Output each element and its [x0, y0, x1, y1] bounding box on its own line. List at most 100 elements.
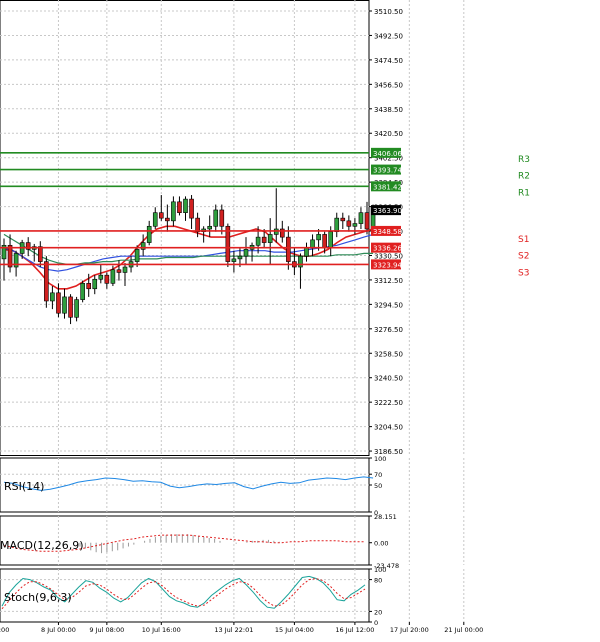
candle-up: [92, 278, 98, 290]
candle-down: [189, 198, 194, 219]
candle-down: [165, 217, 170, 222]
candle-up: [328, 231, 334, 249]
level-value-label: 3406.06: [373, 150, 402, 158]
y-tick-label: 3474.50: [374, 57, 403, 65]
candle-up: [310, 239, 315, 249]
candle-down: [177, 201, 182, 213]
candle-up: [62, 296, 67, 314]
x-tick-label: 15 Jul 04:00: [275, 626, 314, 634]
y-tick-label: 3294.50: [374, 301, 403, 309]
last-price-label: 3363.90: [373, 207, 402, 215]
level-value-box: [371, 147, 401, 158]
candle-down: [37, 246, 43, 262]
x-tick-label: 9 Jul 08:00: [89, 626, 124, 634]
x-tick-label: 16 Jul 12:00: [335, 626, 374, 634]
candle-down: [7, 244, 13, 268]
macd-y-tick-label: -23.478: [374, 562, 399, 570]
candle-down: [364, 212, 370, 230]
candle-up: [316, 234, 321, 241]
candle-down: [195, 217, 200, 233]
y-tick-label: 3186.50: [374, 448, 403, 456]
candle-up: [207, 225, 212, 230]
macd-panel-frame: [0, 515, 370, 566]
last-price-box: [371, 205, 401, 216]
x-tick-label: 7 Jul 16:00: [0, 626, 9, 634]
level-value-label: 3393.74: [373, 167, 402, 175]
candle-up: [140, 242, 146, 250]
rsi-y-tick-label: 100: [374, 455, 386, 463]
level-value-label: 3323.94: [373, 261, 402, 269]
macd-y-tick-label: 0.00: [374, 540, 388, 548]
level-name-s1: S1: [518, 235, 529, 245]
candle-up: [1, 244, 7, 260]
candle-up: [243, 249, 249, 257]
x-tick-label: 17 Jul 20:00: [390, 626, 429, 634]
y-tick-label: 3438.50: [374, 106, 403, 114]
level-name-r2: R2: [518, 172, 530, 182]
level-value-box: [371, 181, 401, 192]
level-value-label: 3348.58: [373, 228, 402, 236]
candle-up: [334, 217, 340, 233]
y-tick-label: 3420.50: [374, 130, 403, 138]
x-tick-label: 8 Jul 00:00: [41, 626, 76, 634]
stoch-k-line: [1, 575, 366, 609]
candle-up: [80, 283, 85, 300]
stoch-y-tick-label: 80: [374, 577, 382, 585]
level-name-s3: S3: [518, 268, 529, 278]
candle-up: [134, 249, 140, 262]
candle-up: [13, 253, 19, 268]
level-value-box: [371, 225, 401, 236]
level-value-label: 3336.26: [373, 245, 402, 253]
main-panel-frame: [0, 0, 370, 456]
y-tick-label: 3276.50: [374, 326, 403, 334]
candle-up: [298, 255, 303, 268]
candle-down: [159, 212, 164, 219]
candle-down: [116, 269, 122, 273]
ma-line-ma-mid: [3, 233, 374, 272]
stoch-y-tick-label: 0: [374, 619, 378, 627]
candle-up: [267, 234, 273, 243]
y-tick-label: 3492.50: [374, 32, 403, 40]
y-tick-label: 3204.50: [374, 424, 403, 432]
candle-up: [358, 212, 364, 224]
macd-y-tick-label: 28.151: [374, 513, 397, 521]
candle-down: [340, 217, 346, 222]
candle-down: [261, 236, 267, 243]
candle-down: [104, 274, 110, 284]
rsi-line: [3, 476, 374, 491]
stoch-label: Stoch(9,6,3): [4, 591, 72, 604]
candle-up: [98, 274, 104, 280]
candle-up: [237, 255, 243, 260]
level-value-label: 3381.42: [373, 183, 402, 191]
candle-down: [286, 236, 291, 262]
rsi-label: RSI(14): [4, 480, 44, 493]
stoch-y-tick-label: 100: [374, 566, 386, 574]
candle-down: [86, 283, 91, 290]
stoch-panel-frame: [0, 568, 370, 623]
candle-up: [304, 247, 309, 257]
stoch-y-tick-label: 20: [374, 608, 382, 616]
level-value-box: [371, 259, 401, 270]
y-tick-label: 3330.50: [374, 252, 403, 260]
y-tick-label: 3222.50: [374, 399, 403, 407]
level-name-r3: R3: [518, 155, 530, 165]
candle-up: [352, 223, 358, 227]
candle-up: [50, 292, 55, 302]
candle-up: [171, 201, 176, 222]
y-tick-label: 3312.50: [374, 277, 403, 285]
candle-down: [279, 228, 285, 238]
y-tick-label: 3456.50: [374, 81, 403, 89]
y-tick-label: 3402.50: [374, 155, 403, 163]
candle-down: [346, 220, 352, 227]
rsi-y-tick-label: 0: [374, 509, 378, 517]
candle-down: [25, 242, 31, 250]
x-tick-label: 21 Jul 00:00: [444, 626, 483, 634]
candle-down: [44, 261, 49, 302]
rsi-y-tick-label: 50: [374, 482, 382, 490]
y-tick-label: 3240.50: [374, 375, 403, 383]
y-tick-label: 3258.50: [374, 350, 403, 358]
candle-up: [146, 225, 152, 243]
stoch-d-line: [1, 577, 366, 610]
